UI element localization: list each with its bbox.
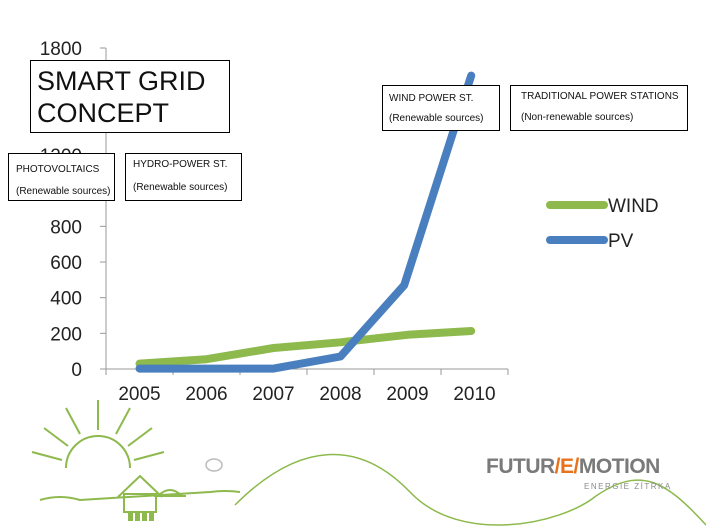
legend-label-wind: WIND [608, 196, 659, 217]
title-box: SMART GRID CONCEPT [30, 60, 230, 133]
legend-label-pv: PV [608, 231, 634, 252]
cloud-icon [205, 458, 223, 472]
series-line-pv [135, 71, 476, 373]
x-tick-label: 2006 [185, 384, 227, 405]
logo-tagline: ENERGIE ZÍTŘKA [584, 482, 672, 491]
house-icon [117, 474, 163, 513]
x-tick-label: 2007 [252, 384, 294, 405]
title-line-1: SMART GRID [37, 66, 206, 96]
hydro-label: HYDRO-POWER ST. [133, 159, 228, 170]
traditional-note: (Non-renewable sources) [521, 112, 634, 123]
logo-prefix: FUTUR [486, 455, 555, 478]
traditional-label: TRADITIONAL POWER STATIONS [521, 91, 679, 102]
x-tick-label: 2008 [319, 384, 361, 405]
car-icon [154, 489, 186, 497]
series-line-wind [135, 327, 476, 368]
photovoltaics-label: PHOTOVOLTAICS [16, 164, 100, 175]
hydro-box: HYDRO-POWER ST. (Renewable sources) [125, 153, 242, 201]
y-tick-label: 800 [50, 217, 82, 238]
wind-note: (Renewable sources) [389, 113, 484, 124]
y-tick-label: 0 [71, 360, 82, 381]
logo-suffix: MOTION [578, 455, 661, 478]
x-tick-label: 2005 [118, 384, 160, 405]
hydro-note: (Renewable sources) [133, 182, 228, 193]
smart-grid-illustration [31, 400, 706, 526]
sun-icon [31, 400, 165, 469]
energy-wave [234, 453, 706, 526]
x-tick-label: 2010 [453, 384, 495, 405]
y-tick-label: 200 [50, 324, 82, 345]
y-tick-label: 1800 [40, 39, 82, 60]
futuremotion-logo: FUTUR/E/MOTION [486, 455, 660, 479]
y-tick-label: 400 [50, 289, 82, 310]
battery-icon [128, 512, 154, 521]
title-line-2: CONCEPT [37, 98, 170, 128]
x-tick-label: 2009 [386, 384, 428, 405]
y-tick-label: 600 [50, 253, 82, 274]
page-title: SMART GRID CONCEPT [31, 61, 229, 129]
wind-box: WIND POWER ST. (Renewable sources) [382, 85, 500, 131]
wind-label: WIND POWER ST. [389, 93, 474, 104]
logo-accent: /E/ [554, 455, 580, 478]
photovoltaics-box: PHOTOVOLTAICS (Renewable sources) [8, 153, 115, 201]
photovoltaics-note: (Renewable sources) [16, 186, 111, 197]
ground-wave [39, 490, 241, 502]
traditional-box: TRADITIONAL POWER STATIONS (Non-renewabl… [510, 85, 688, 131]
